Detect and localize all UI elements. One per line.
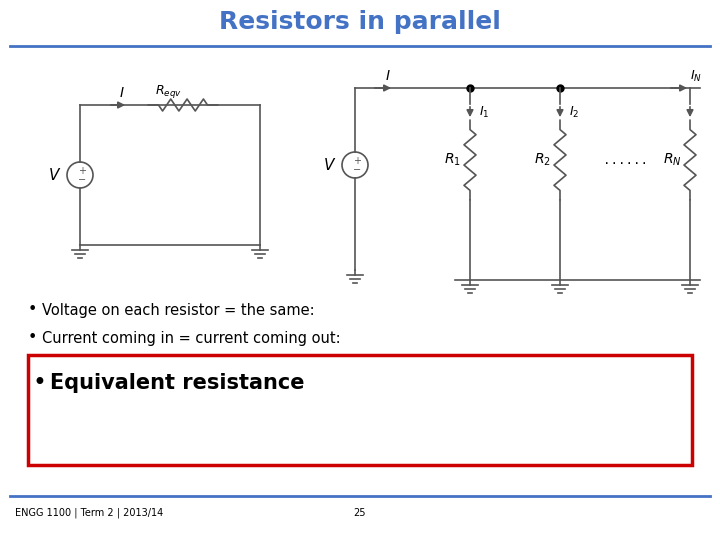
Text: −: −: [78, 175, 86, 185]
Bar: [28, 355, 692, 465]
Text: Current coming in = current coming out:: Current coming in = current coming out:: [42, 330, 341, 346]
Text: $I_N$: $I_N$: [690, 69, 702, 84]
Text: +: +: [353, 156, 361, 166]
Text: $R_N$: $R_N$: [662, 152, 681, 168]
Text: •: •: [28, 330, 37, 346]
Text: $I_2$: $I_2$: [569, 104, 579, 119]
Text: $V$: $V$: [48, 167, 62, 183]
Text: 25: 25: [354, 508, 366, 518]
Text: $V$: $V$: [323, 157, 337, 173]
Text: $I$: $I$: [119, 86, 125, 100]
Text: •: •: [32, 371, 46, 395]
Text: Resistors in parallel: Resistors in parallel: [219, 10, 501, 34]
Text: •: •: [28, 302, 37, 318]
Text: +: +: [78, 166, 86, 176]
Text: $R_2$: $R_2$: [534, 152, 550, 168]
Text: ENGG 1100 | Term 2 | 2013/14: ENGG 1100 | Term 2 | 2013/14: [15, 508, 163, 518]
Text: $R_1$: $R_1$: [444, 152, 461, 168]
Text: −: −: [353, 165, 361, 175]
Text: Equivalent resistance: Equivalent resistance: [50, 373, 305, 393]
Text: $R_{eqv}$: $R_{eqv}$: [155, 84, 181, 100]
Text: ......: ......: [603, 153, 649, 166]
Text: $I_1$: $I_1$: [479, 104, 489, 119]
Text: Voltage on each resistor = the same:: Voltage on each resistor = the same:: [42, 302, 315, 318]
Text: $I$: $I$: [385, 69, 391, 83]
